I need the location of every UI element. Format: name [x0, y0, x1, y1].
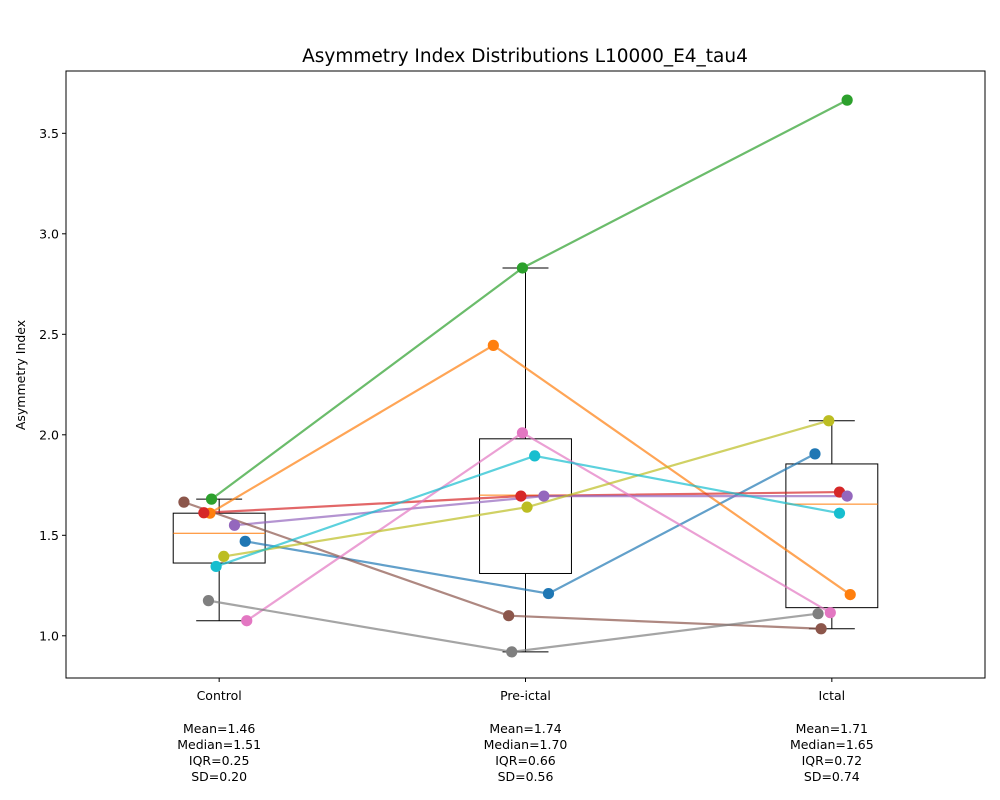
stats-label: SD=0.74	[804, 769, 860, 784]
stats-label: Mean=1.71	[796, 721, 868, 736]
data-point	[815, 623, 827, 635]
x-tick-label: Ictal	[819, 688, 846, 703]
stats-label: IQR=0.66	[495, 753, 556, 768]
data-point	[841, 490, 853, 502]
series-line	[245, 452, 816, 595]
data-point	[812, 608, 824, 620]
data-point	[824, 607, 836, 619]
stats-label: Median=1.70	[484, 737, 568, 752]
series-line	[223, 419, 830, 558]
data-point	[538, 490, 550, 502]
y-tick-label: 2.0	[39, 427, 59, 442]
data-point	[809, 448, 821, 460]
data-point	[823, 415, 835, 427]
stats-label: SD=0.56	[498, 769, 554, 784]
data-point	[210, 560, 222, 573]
y-tick-label: 1.0	[39, 628, 59, 643]
stats-label: Median=1.51	[177, 737, 261, 752]
series-line	[208, 599, 819, 653]
stats-label: Mean=1.46	[183, 721, 255, 736]
stats-label: SD=0.20	[191, 769, 247, 784]
y-tick-label: 3.5	[39, 126, 59, 141]
data-point	[178, 496, 190, 508]
data-point	[205, 493, 218, 505]
data-point	[239, 535, 251, 547]
data-point	[516, 427, 529, 439]
stats-label: Median=1.65	[790, 737, 874, 752]
data-point	[218, 550, 230, 562]
y-tick-label: 3.0	[39, 226, 59, 241]
box	[785, 463, 879, 609]
x-tick-label: Control	[197, 688, 242, 703]
data-point	[241, 615, 253, 627]
data-point	[198, 507, 210, 519]
chart-title: Asymmetry Index Distributions L10000_E4_…	[302, 46, 748, 67]
data-point	[506, 646, 518, 658]
data-point	[516, 262, 529, 274]
data-point	[844, 588, 856, 601]
stats-label: IQR=0.25	[189, 753, 250, 768]
stats-label: Mean=1.74	[489, 721, 561, 736]
data-point	[521, 501, 533, 513]
data-point	[487, 339, 499, 351]
data-point	[515, 490, 527, 502]
y-tick-label: 2.5	[39, 327, 59, 342]
y-tick-label: 1.5	[39, 528, 59, 543]
plot-area: 1.01.52.02.53.03.5ControlMean=1.46Median…	[39, 70, 986, 784]
data-point	[542, 587, 555, 600]
data-point	[503, 610, 515, 622]
y-axis-label: Asymmetry Index	[13, 320, 28, 430]
data-point	[841, 94, 853, 106]
data-point	[202, 595, 215, 607]
data-point	[228, 519, 241, 531]
stats-label: IQR=0.72	[802, 753, 863, 768]
plot-frame	[65, 70, 986, 679]
x-tick-label: Pre-ictal	[500, 688, 551, 703]
box	[479, 438, 572, 574]
series-line	[209, 344, 851, 596]
data-point	[833, 507, 846, 519]
data-point	[529, 450, 541, 462]
